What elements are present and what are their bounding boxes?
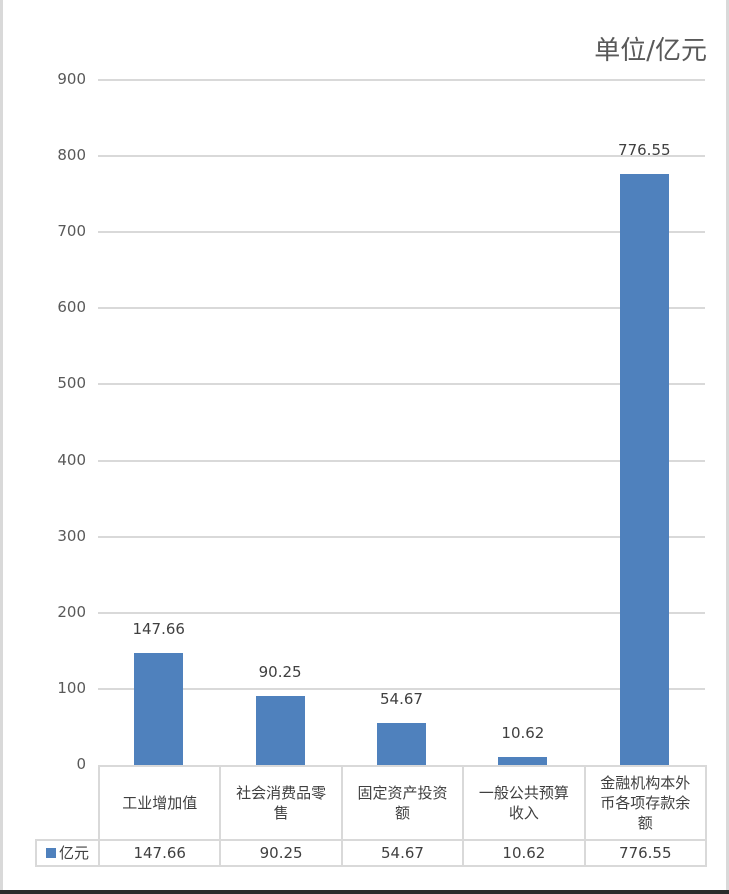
category-header-cell: 固定资产投资额 xyxy=(340,765,465,841)
window-right-border xyxy=(726,0,729,894)
y-axis-tick-label: 800 xyxy=(57,146,86,165)
value-cell: 90.25 xyxy=(219,839,343,867)
chart-unit-title: 单位/亿元 xyxy=(594,36,707,66)
gridline xyxy=(98,231,705,234)
y-axis-tick-label: 0 xyxy=(76,755,86,773)
y-axis-tick-label: 700 xyxy=(57,222,86,241)
bar[interactable] xyxy=(134,652,184,765)
y-axis-tick-label: 600 xyxy=(57,298,86,317)
gridline xyxy=(98,611,705,614)
category-header-cell: 工业增加值 xyxy=(98,765,222,841)
bar-data-label: 776.55 xyxy=(618,140,671,159)
gridline xyxy=(98,155,705,158)
value-cell: 10.62 xyxy=(462,839,586,867)
y-axis-tick-label: 500 xyxy=(57,374,86,393)
value-cell: 147.66 xyxy=(98,839,222,867)
legend-label: 亿元 xyxy=(58,843,89,862)
bar-data-label: 147.66 xyxy=(132,619,185,638)
y-axis-tick-label: 300 xyxy=(57,526,86,545)
y-axis-tick-label: 100 xyxy=(57,678,86,697)
bar-data-label: 90.25 xyxy=(258,663,302,682)
legend-swatch-icon xyxy=(45,848,56,858)
gridline xyxy=(98,79,705,81)
gridline xyxy=(98,383,705,386)
bar[interactable] xyxy=(498,756,548,765)
y-axis-tick-label: 900 xyxy=(57,70,86,88)
y-axis-tick-label: 200 xyxy=(57,602,86,621)
bar[interactable] xyxy=(377,723,426,765)
bar[interactable] xyxy=(619,173,669,765)
legend-cell: 亿元 xyxy=(35,839,100,867)
bar[interactable] xyxy=(255,696,305,765)
gridline xyxy=(98,459,705,462)
bar-data-label: 54.67 xyxy=(380,690,423,709)
value-cell: 776.55 xyxy=(583,839,707,867)
category-header-cell: 金融机构本外 币各项存款余额 xyxy=(583,765,707,841)
gridline xyxy=(98,307,705,310)
bar-data-label: 10.62 xyxy=(501,723,545,742)
window-left-border xyxy=(0,0,3,894)
category-header-cell: 一般公共预算 收入 xyxy=(462,765,586,841)
gridline xyxy=(98,535,705,538)
category-header-cell: 社会消费品零售 xyxy=(219,765,343,841)
value-cell: 54.67 xyxy=(340,839,465,867)
gridline xyxy=(98,687,705,690)
y-axis-tick-label: 400 xyxy=(57,450,86,469)
window-bottom-border xyxy=(0,890,729,894)
